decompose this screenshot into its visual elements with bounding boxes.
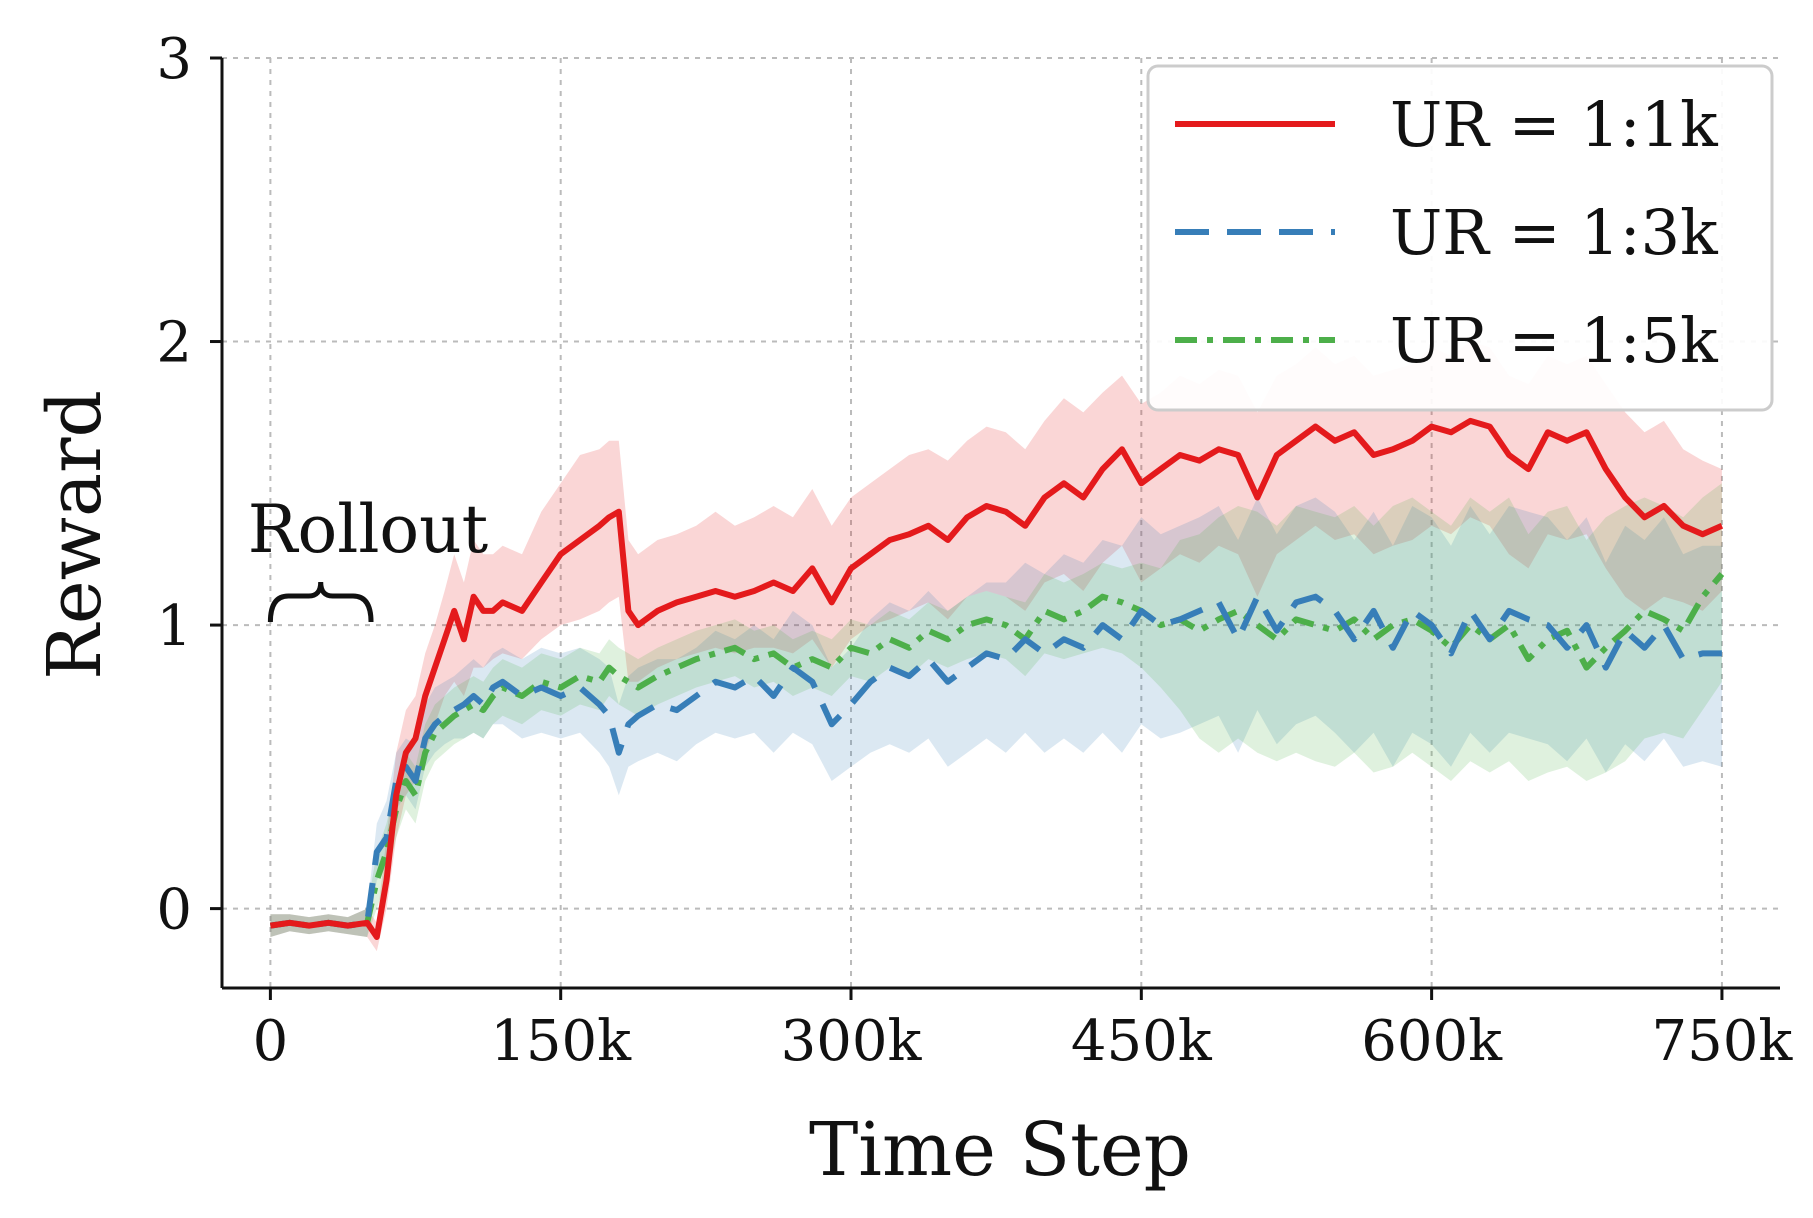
line-series-1 [269, 417, 1724, 940]
band-series-2 [270, 497, 1722, 937]
y-tick-label: 3 [156, 27, 192, 92]
legend-label-3: UR = 1:5k [1390, 304, 1718, 377]
axes [220, 58, 1780, 990]
rollout-brace [267, 581, 374, 623]
x-tick-label: 0 [253, 1009, 289, 1074]
y-tick-label: 2 [156, 311, 192, 376]
legend-label-2: UR = 1:3k [1390, 196, 1718, 269]
rollout-annotation: Rollout [248, 491, 488, 623]
y-tick-label: 1 [156, 594, 192, 659]
band-series-3 [270, 483, 1722, 937]
y-axis-title: Reward [32, 390, 118, 680]
legend-label-1: UR = 1:1k [1390, 88, 1718, 161]
line-series-2 [269, 593, 1722, 929]
x-tick-label: 300k [781, 1009, 923, 1074]
rollout-label: Rollout [248, 491, 488, 568]
legend-box [1146, 64, 1774, 412]
line-series-3 [269, 572, 1725, 929]
x-tick-label: 150k [490, 1009, 632, 1074]
x-tick-label: 450k [1071, 1009, 1213, 1074]
x-tick-label: 750k [1652, 1009, 1794, 1074]
x-axis-title: Time Step [809, 1107, 1191, 1193]
tick-labels: 0 150k 300k 450k 600k 750k 0 1 2 3 [156, 27, 1793, 1074]
y-tick-label: 0 [156, 878, 192, 943]
band-series-1 [270, 341, 1722, 952]
confidence-bands [270, 341, 1722, 952]
legend: UR = 1:1k UR = 1:3k UR = 1:5k [1146, 64, 1774, 412]
series-lines [269, 417, 1725, 940]
x-tick-label: 600k [1361, 1009, 1503, 1074]
